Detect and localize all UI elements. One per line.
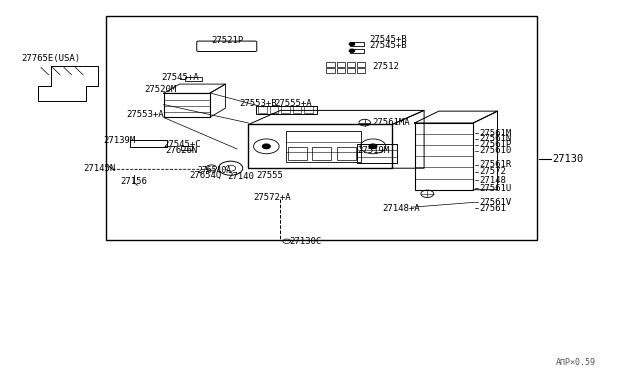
Text: 27561R: 27561R [479, 160, 512, 169]
Text: 276540A: 276540A [197, 166, 232, 174]
Bar [357, 62, 365, 67]
Text: 27553+A: 27553+A [126, 110, 163, 119]
Bar [347, 68, 355, 73]
Text: 27555: 27555 [256, 171, 283, 180]
Text: 27520M: 27520M [145, 85, 177, 94]
Bar [180, 146, 192, 150]
Circle shape [349, 49, 355, 52]
Text: 27130C: 27130C [289, 237, 321, 246]
Text: 27765E⟨USA⟩: 27765E⟨USA⟩ [21, 54, 80, 62]
Text: 27156: 27156 [121, 177, 148, 186]
Bar [281, 106, 290, 113]
Bar [258, 106, 267, 113]
Text: 27654Q: 27654Q [189, 171, 221, 180]
Bar [256, 106, 317, 114]
Text: 27561MA: 27561MA [372, 118, 410, 127]
Bar [164, 93, 209, 118]
Text: 27512: 27512 [372, 62, 399, 71]
Bar [285, 131, 361, 161]
Bar [312, 147, 332, 160]
Text: 27130: 27130 [552, 154, 584, 164]
Text: 27148+A: 27148+A [383, 205, 420, 214]
Circle shape [349, 42, 355, 45]
Bar [130, 140, 167, 147]
Text: 27555+A: 27555+A [274, 99, 312, 108]
Text: 27561V: 27561V [479, 198, 512, 207]
Text: 27561U: 27561U [479, 184, 512, 193]
Text: 27140: 27140 [227, 172, 254, 181]
Text: 27572+A: 27572+A [253, 193, 291, 202]
Bar [347, 62, 355, 67]
Text: AΠP×0.59: AΠP×0.59 [556, 357, 596, 366]
Text: 27148: 27148 [479, 176, 506, 185]
Text: 27561: 27561 [479, 204, 506, 213]
Bar [357, 144, 397, 163]
Text: 27572: 27572 [479, 167, 506, 176]
Bar [350, 42, 364, 46]
Text: 27145N: 27145N [84, 164, 116, 173]
Text: 275610: 275610 [479, 146, 512, 155]
Text: 27139M: 27139M [103, 136, 135, 145]
Text: 27561P: 27561P [479, 140, 512, 150]
Text: 27545+C: 27545+C [164, 140, 201, 149]
Bar [288, 147, 307, 160]
Text: 27561N: 27561N [479, 134, 512, 144]
Bar [248, 125, 392, 168]
Bar [357, 68, 365, 73]
Bar [415, 123, 473, 190]
Bar [337, 68, 345, 73]
Text: 27521P: 27521P [211, 36, 244, 45]
Text: 27545+B: 27545+B [370, 35, 408, 44]
Bar [337, 62, 345, 67]
Bar [269, 106, 278, 113]
Text: 27626N: 27626N [166, 145, 198, 154]
Bar [326, 62, 335, 67]
Circle shape [262, 144, 270, 148]
Bar [304, 106, 313, 113]
Bar [350, 48, 364, 52]
Bar [337, 147, 356, 160]
Text: 27545+B: 27545+B [370, 41, 408, 51]
Text: 27545+A: 27545+A [162, 73, 199, 82]
Bar [106, 16, 537, 240]
Circle shape [369, 144, 377, 148]
Bar [184, 77, 202, 81]
Bar [326, 68, 335, 73]
Text: 27553+B: 27553+B [239, 99, 277, 108]
Text: 27561M: 27561M [479, 128, 512, 138]
Bar [292, 106, 301, 113]
Text: 27519M: 27519M [357, 146, 389, 155]
